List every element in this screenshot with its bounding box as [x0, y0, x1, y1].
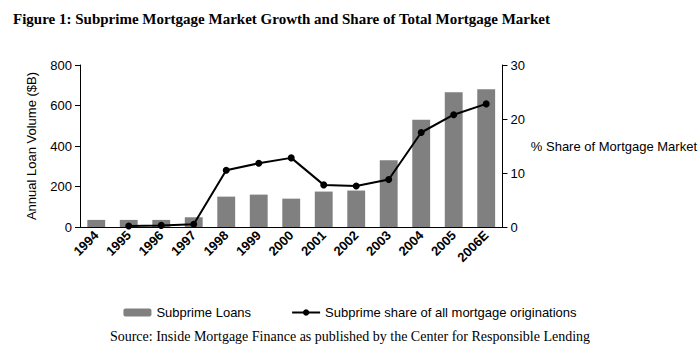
- svg-text:1999: 1999: [233, 228, 264, 259]
- svg-text:2006E: 2006E: [454, 227, 491, 264]
- svg-text:10: 10: [510, 166, 524, 181]
- svg-text:20: 20: [510, 112, 524, 127]
- svg-text:400: 400: [50, 139, 72, 154]
- svg-text:200: 200: [50, 179, 72, 194]
- svg-text:2000: 2000: [265, 228, 296, 259]
- svg-text:2001: 2001: [298, 228, 329, 259]
- svg-text:1996: 1996: [136, 228, 167, 259]
- svg-text:2002: 2002: [330, 228, 361, 259]
- svg-text:0: 0: [65, 220, 72, 235]
- svg-text:1995: 1995: [103, 228, 134, 259]
- svg-text:Subprime Loans: Subprime Loans: [156, 305, 251, 320]
- svg-text:Source: Inside Mortgage Financ: Source: Inside Mortgage Finance as publi…: [110, 329, 590, 344]
- svg-text:1997: 1997: [168, 228, 199, 259]
- svg-text:2004: 2004: [395, 227, 427, 259]
- svg-text:1994: 1994: [71, 227, 103, 259]
- svg-text:Annual Loan Volume ($B): Annual Loan Volume ($B): [24, 72, 39, 220]
- svg-text:0: 0: [510, 220, 517, 235]
- svg-text:30: 30: [510, 58, 524, 73]
- svg-text:2005: 2005: [428, 227, 459, 259]
- svg-text:Subprime share of all mortgage: Subprime share of all mortgage originati…: [325, 305, 577, 320]
- svg-text:600: 600: [50, 98, 72, 113]
- svg-text:1998: 1998: [201, 228, 232, 259]
- svg-text:Figure 1: Subprime Mortgage Ma: Figure 1: Subprime Mortgage Market Growt…: [13, 11, 550, 27]
- svg-text:% Share of Mortgage Market: % Share of Mortgage Market: [531, 139, 698, 154]
- svg-text:2003: 2003: [363, 228, 394, 259]
- svg-text:800: 800: [50, 58, 72, 73]
